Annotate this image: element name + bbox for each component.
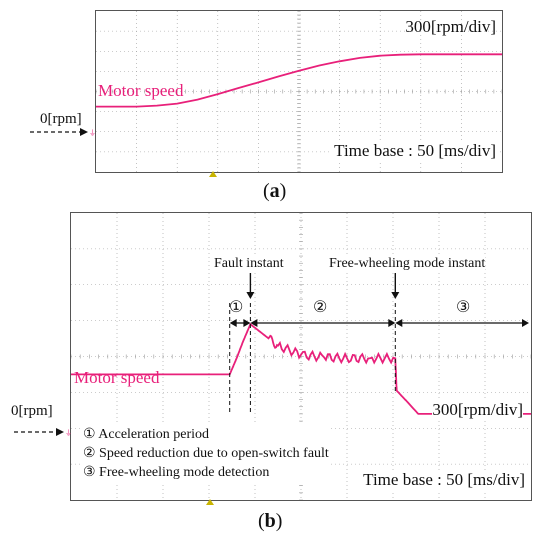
free-wheeling-instant-label: Free-wheeling mode instant xyxy=(329,256,486,272)
scope-a-plot xyxy=(96,11,502,172)
caption-a-close: ) xyxy=(279,180,287,202)
period-arrowhead xyxy=(388,319,396,327)
ground-arrow-b: ⏚ xyxy=(14,428,72,437)
series-label-a: Motor speed xyxy=(98,81,184,100)
series-label-b: Motor speed xyxy=(74,368,160,387)
period-arrowhead xyxy=(250,319,258,327)
zero-label-a: 0[rpm] xyxy=(40,111,82,127)
period-arrowhead xyxy=(395,319,403,327)
grid xyxy=(96,11,502,172)
motor-speed-trace xyxy=(96,53,502,108)
ground-arrow-a: ⏚ xyxy=(30,128,96,137)
motor-speed-trace xyxy=(71,322,531,415)
time-base-label-a: Time base : 50 [ms/div] xyxy=(332,141,498,161)
caption-b-letter: b xyxy=(264,510,276,532)
scope-b: Fault instant Free-wheeling mode instant… xyxy=(70,212,532,501)
scale-label-a: 300[rpm/div] xyxy=(405,17,496,36)
caption-b: (b) xyxy=(258,510,282,533)
notes-list: ① Acceleration period ② Speed reduction … xyxy=(83,425,329,482)
caption-b-open: ( xyxy=(258,510,265,532)
time-base-label-b: Time base : 50 [ms/div] xyxy=(361,470,527,490)
note-2: ② Speed reduction due to open-switch fau… xyxy=(83,446,329,461)
zero-label-b: 0[rpm] xyxy=(11,403,53,419)
fault-instant-label: Fault instant xyxy=(214,256,284,272)
period-arrowhead xyxy=(243,319,251,327)
annotations xyxy=(229,273,529,413)
trigger-marker-b xyxy=(206,499,214,505)
caption-a: (a) xyxy=(263,180,286,203)
caption-a-open: ( xyxy=(263,180,270,202)
svg-text:⏚: ⏚ xyxy=(89,129,96,137)
note-3: ③ Free-wheeling mode detection xyxy=(83,465,270,480)
region-3-label: ③ xyxy=(456,299,471,316)
period-arrowhead xyxy=(229,319,237,327)
note-1: ① Acceleration period xyxy=(83,427,210,442)
trigger-marker-a xyxy=(209,171,217,177)
region-1-label: ① xyxy=(229,299,244,316)
scope-a: 300[rpm/div] Time base : 50 [ms/div] Mot… xyxy=(95,10,503,173)
period-arrowhead xyxy=(522,319,529,327)
caption-a-letter: a xyxy=(269,180,280,202)
instant-arrowhead xyxy=(391,292,400,299)
instant-arrowhead xyxy=(246,292,255,299)
svg-text:⏚: ⏚ xyxy=(65,429,72,437)
scale-label-b: 300[rpm/div] xyxy=(432,400,523,420)
caption-b-close: ) xyxy=(275,510,283,532)
region-2-label: ② xyxy=(313,299,328,316)
